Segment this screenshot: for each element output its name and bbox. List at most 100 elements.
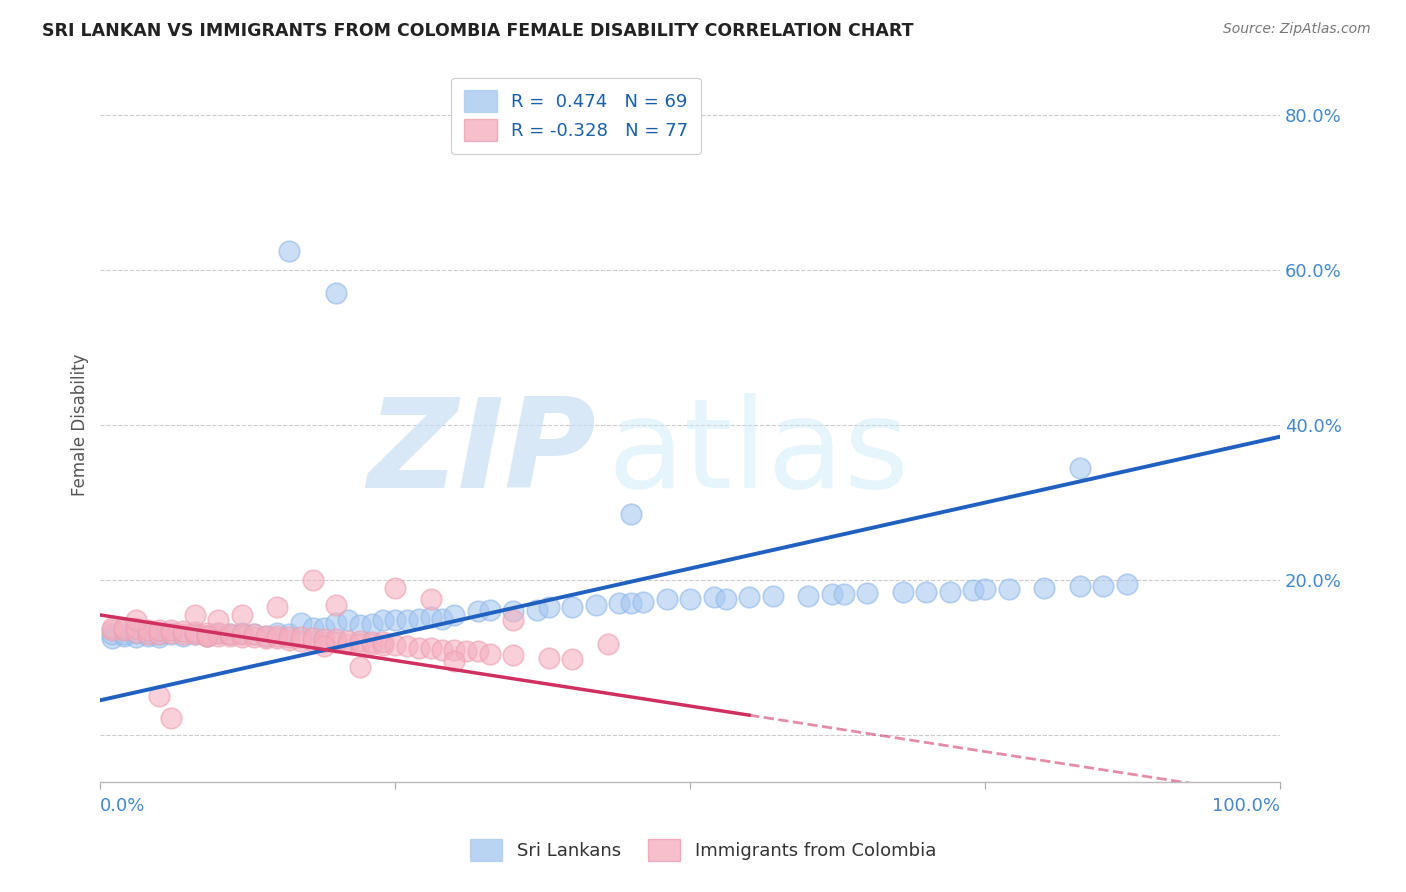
Point [290,631,312,645]
Point [1069,579,1091,593]
Point [596,637,619,651]
Point [314,639,336,653]
Legend: Sri Lankans, Immigrants from Colombia: Sri Lankans, Immigrants from Colombia [457,827,949,874]
Point [254,629,277,643]
Point [360,617,382,632]
Point [101,632,124,646]
Point [219,627,242,641]
Point [242,627,264,641]
Point [278,244,301,258]
Point [714,592,737,607]
Point [136,627,159,641]
Point [183,607,205,622]
Point [160,624,183,638]
Text: ZIP: ZIP [367,393,596,514]
Point [160,627,183,641]
Point [537,650,560,665]
Point [738,590,761,604]
Point [443,655,465,669]
Point [148,624,170,638]
Point [655,592,678,607]
Point [314,632,336,646]
Point [278,630,301,644]
Text: SRI LANKAN VS IMMIGRANTS FROM COLOMBIA FEMALE DISABILITY CORRELATION CHART: SRI LANKAN VS IMMIGRANTS FROM COLOMBIA F… [42,22,914,40]
Point [502,648,524,663]
Point [915,584,938,599]
Point [231,627,253,641]
Point [207,614,229,628]
Point [172,629,194,643]
Point [467,644,489,658]
Point [832,587,855,601]
Point [396,614,419,628]
Point [101,621,124,635]
Point [301,573,323,587]
Point [136,629,159,643]
Point [148,627,170,641]
Point [148,690,170,704]
Point [997,582,1019,597]
Point [561,652,583,666]
Point [1069,460,1091,475]
Point [207,625,229,640]
Point [631,595,654,609]
Point [384,638,406,652]
Point [125,625,148,640]
Point [136,623,159,637]
Point [396,639,419,653]
Point [762,589,785,603]
Point [195,629,218,643]
Point [373,635,395,649]
Point [160,711,183,725]
Point [266,625,288,640]
Point [112,627,135,641]
Point [408,640,430,655]
Point [290,633,312,648]
Point [478,647,501,661]
Point [537,600,560,615]
Point [183,627,205,641]
Point [454,644,477,658]
Point [337,614,360,628]
Point [360,635,382,649]
Point [443,607,465,622]
Point [585,598,607,612]
Point [408,612,430,626]
Point [962,583,984,598]
Point [136,625,159,640]
Point [254,629,277,643]
Point [314,621,336,635]
Point [125,614,148,628]
Point [349,634,371,648]
Point [207,625,229,640]
Point [301,633,323,648]
Point [502,604,524,618]
Point [478,602,501,616]
Point [373,614,395,628]
Point [1033,581,1056,595]
Point [219,627,242,641]
Point [419,641,441,656]
Point [160,625,183,640]
Point [325,635,347,649]
Point [112,624,135,638]
Point [231,630,253,644]
Point [242,630,264,644]
Point [266,600,288,615]
Point [125,630,148,644]
Point [172,627,194,641]
Point [526,602,548,616]
Point [1092,579,1115,593]
Text: 100.0%: 100.0% [1212,797,1279,815]
Text: 0.0%: 0.0% [100,797,146,815]
Point [821,587,844,601]
Point [112,629,135,643]
Point [195,625,218,640]
Point [349,637,371,651]
Point [301,632,323,646]
Point [609,596,631,610]
Point [314,635,336,649]
Point [360,637,382,651]
Point [231,607,253,622]
Point [432,643,454,657]
